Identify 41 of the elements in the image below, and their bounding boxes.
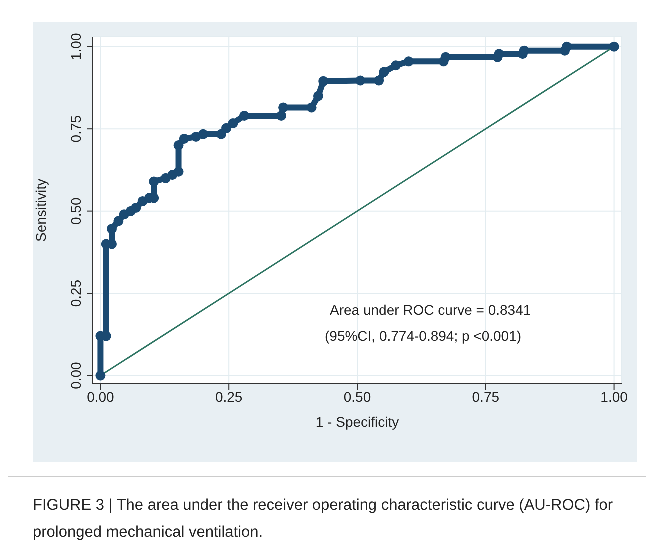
y-axis-title: Sensitivity [32, 178, 49, 242]
x-tick-label: 0.00 [87, 388, 115, 405]
x-tick-label: 0.50 [344, 388, 372, 405]
point [278, 102, 289, 113]
y-tick-label: 0.50 [68, 197, 84, 225]
point [519, 46, 530, 56]
annotation: Area under ROC curve = 0.8341 [330, 302, 532, 318]
point [198, 129, 208, 140]
point [306, 102, 317, 113]
y-tick-label: 1.00 [68, 33, 84, 60]
point [179, 134, 190, 144]
point [313, 91, 324, 102]
point [318, 76, 329, 86]
point [404, 56, 414, 67]
point [222, 123, 232, 134]
y-tick-label: 0.25 [68, 280, 84, 308]
point [440, 52, 451, 62]
point [114, 216, 124, 226]
x-axis-title: 1 - Specificity [316, 414, 400, 430]
point [391, 60, 402, 71]
point [131, 203, 142, 214]
caption: FIGURE 3 | The area under the receiver operating characteristic curve (AU-ROC) for prolonged mechanical ventilation. [33, 496, 614, 543]
annotation: (95%CI, 0.774-0.894; p <0.001) [325, 328, 522, 344]
point [494, 49, 504, 60]
point [276, 110, 286, 121]
point [174, 140, 184, 151]
y-tick-label: 0.75 [68, 115, 84, 143]
point [562, 42, 572, 52]
point [356, 76, 366, 86]
point [379, 67, 390, 78]
point [228, 118, 238, 129]
point [374, 76, 384, 86]
point [609, 42, 620, 52]
x-tick-label: 0.75 [472, 388, 500, 405]
point [174, 166, 184, 177]
x-tick-label: 0.25 [215, 388, 243, 405]
point [96, 370, 106, 381]
x-tick-label: 1.00 [600, 388, 628, 405]
point [107, 224, 118, 234]
point [149, 176, 160, 187]
point [240, 110, 250, 121]
